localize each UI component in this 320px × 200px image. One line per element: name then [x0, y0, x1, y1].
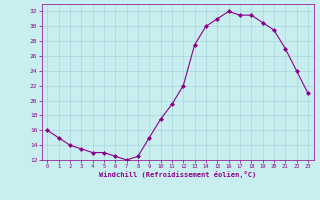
X-axis label: Windchill (Refroidissement éolien,°C): Windchill (Refroidissement éolien,°C): [99, 171, 256, 178]
